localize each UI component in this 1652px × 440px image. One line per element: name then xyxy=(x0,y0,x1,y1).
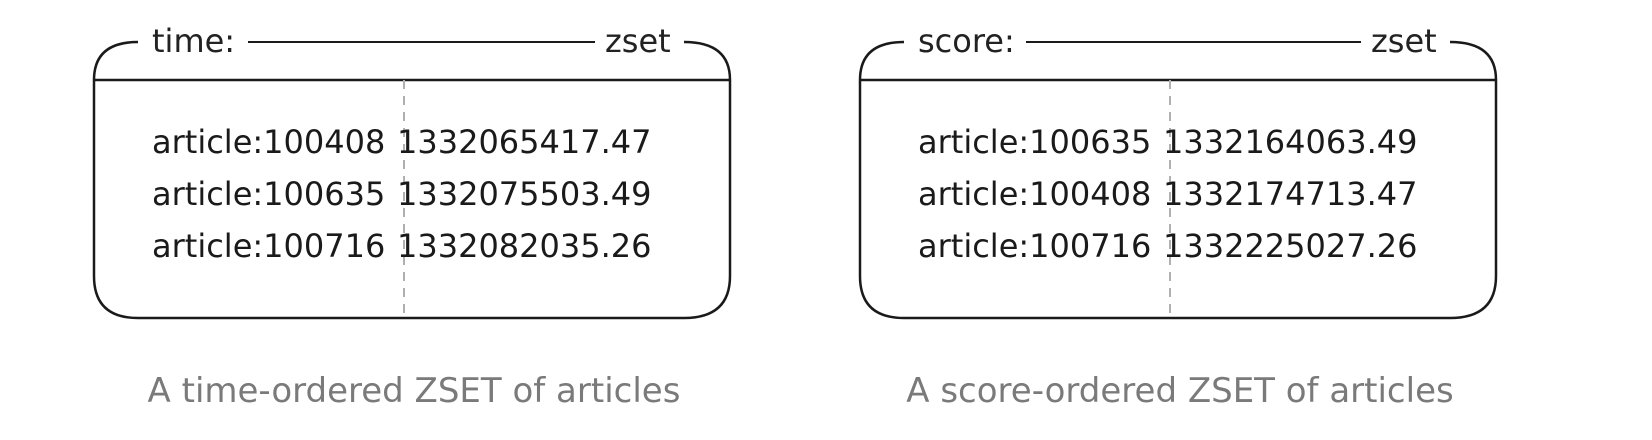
zset-panel-score: score: zset article:100635 1332164063.49… xyxy=(858,22,1498,411)
panel-type-label: zset xyxy=(605,22,671,60)
row-score: 1332225027.26 xyxy=(1163,227,1417,265)
row-member: article:100716 xyxy=(152,227,385,265)
row-score: 1332174713.47 xyxy=(1163,175,1417,213)
row-member: article:100635 xyxy=(918,123,1151,161)
row-member: article:100408 xyxy=(152,123,385,161)
panel-key-label: time: xyxy=(152,22,235,60)
panel-outline xyxy=(858,40,1498,320)
zset-panel-time: time: zset article:100408 1332065417.47 … xyxy=(92,22,732,411)
panel-outline xyxy=(92,40,732,320)
panel-caption: A time-ordered ZSET of articles xyxy=(148,371,681,411)
row-score: 1332065417.47 xyxy=(397,123,651,161)
row-member: article:100408 xyxy=(918,175,1151,213)
panel-caption: A score-ordered ZSET of articles xyxy=(906,371,1453,411)
row-member: article:100635 xyxy=(152,175,385,213)
row-score: 1332075503.49 xyxy=(397,175,651,213)
panel-type-label: zset xyxy=(1371,22,1437,60)
panel-key-label: score: xyxy=(918,22,1015,60)
row-score: 1332164063.49 xyxy=(1163,123,1417,161)
row-score: 1332082035.26 xyxy=(397,227,651,265)
row-member: article:100716 xyxy=(918,227,1151,265)
